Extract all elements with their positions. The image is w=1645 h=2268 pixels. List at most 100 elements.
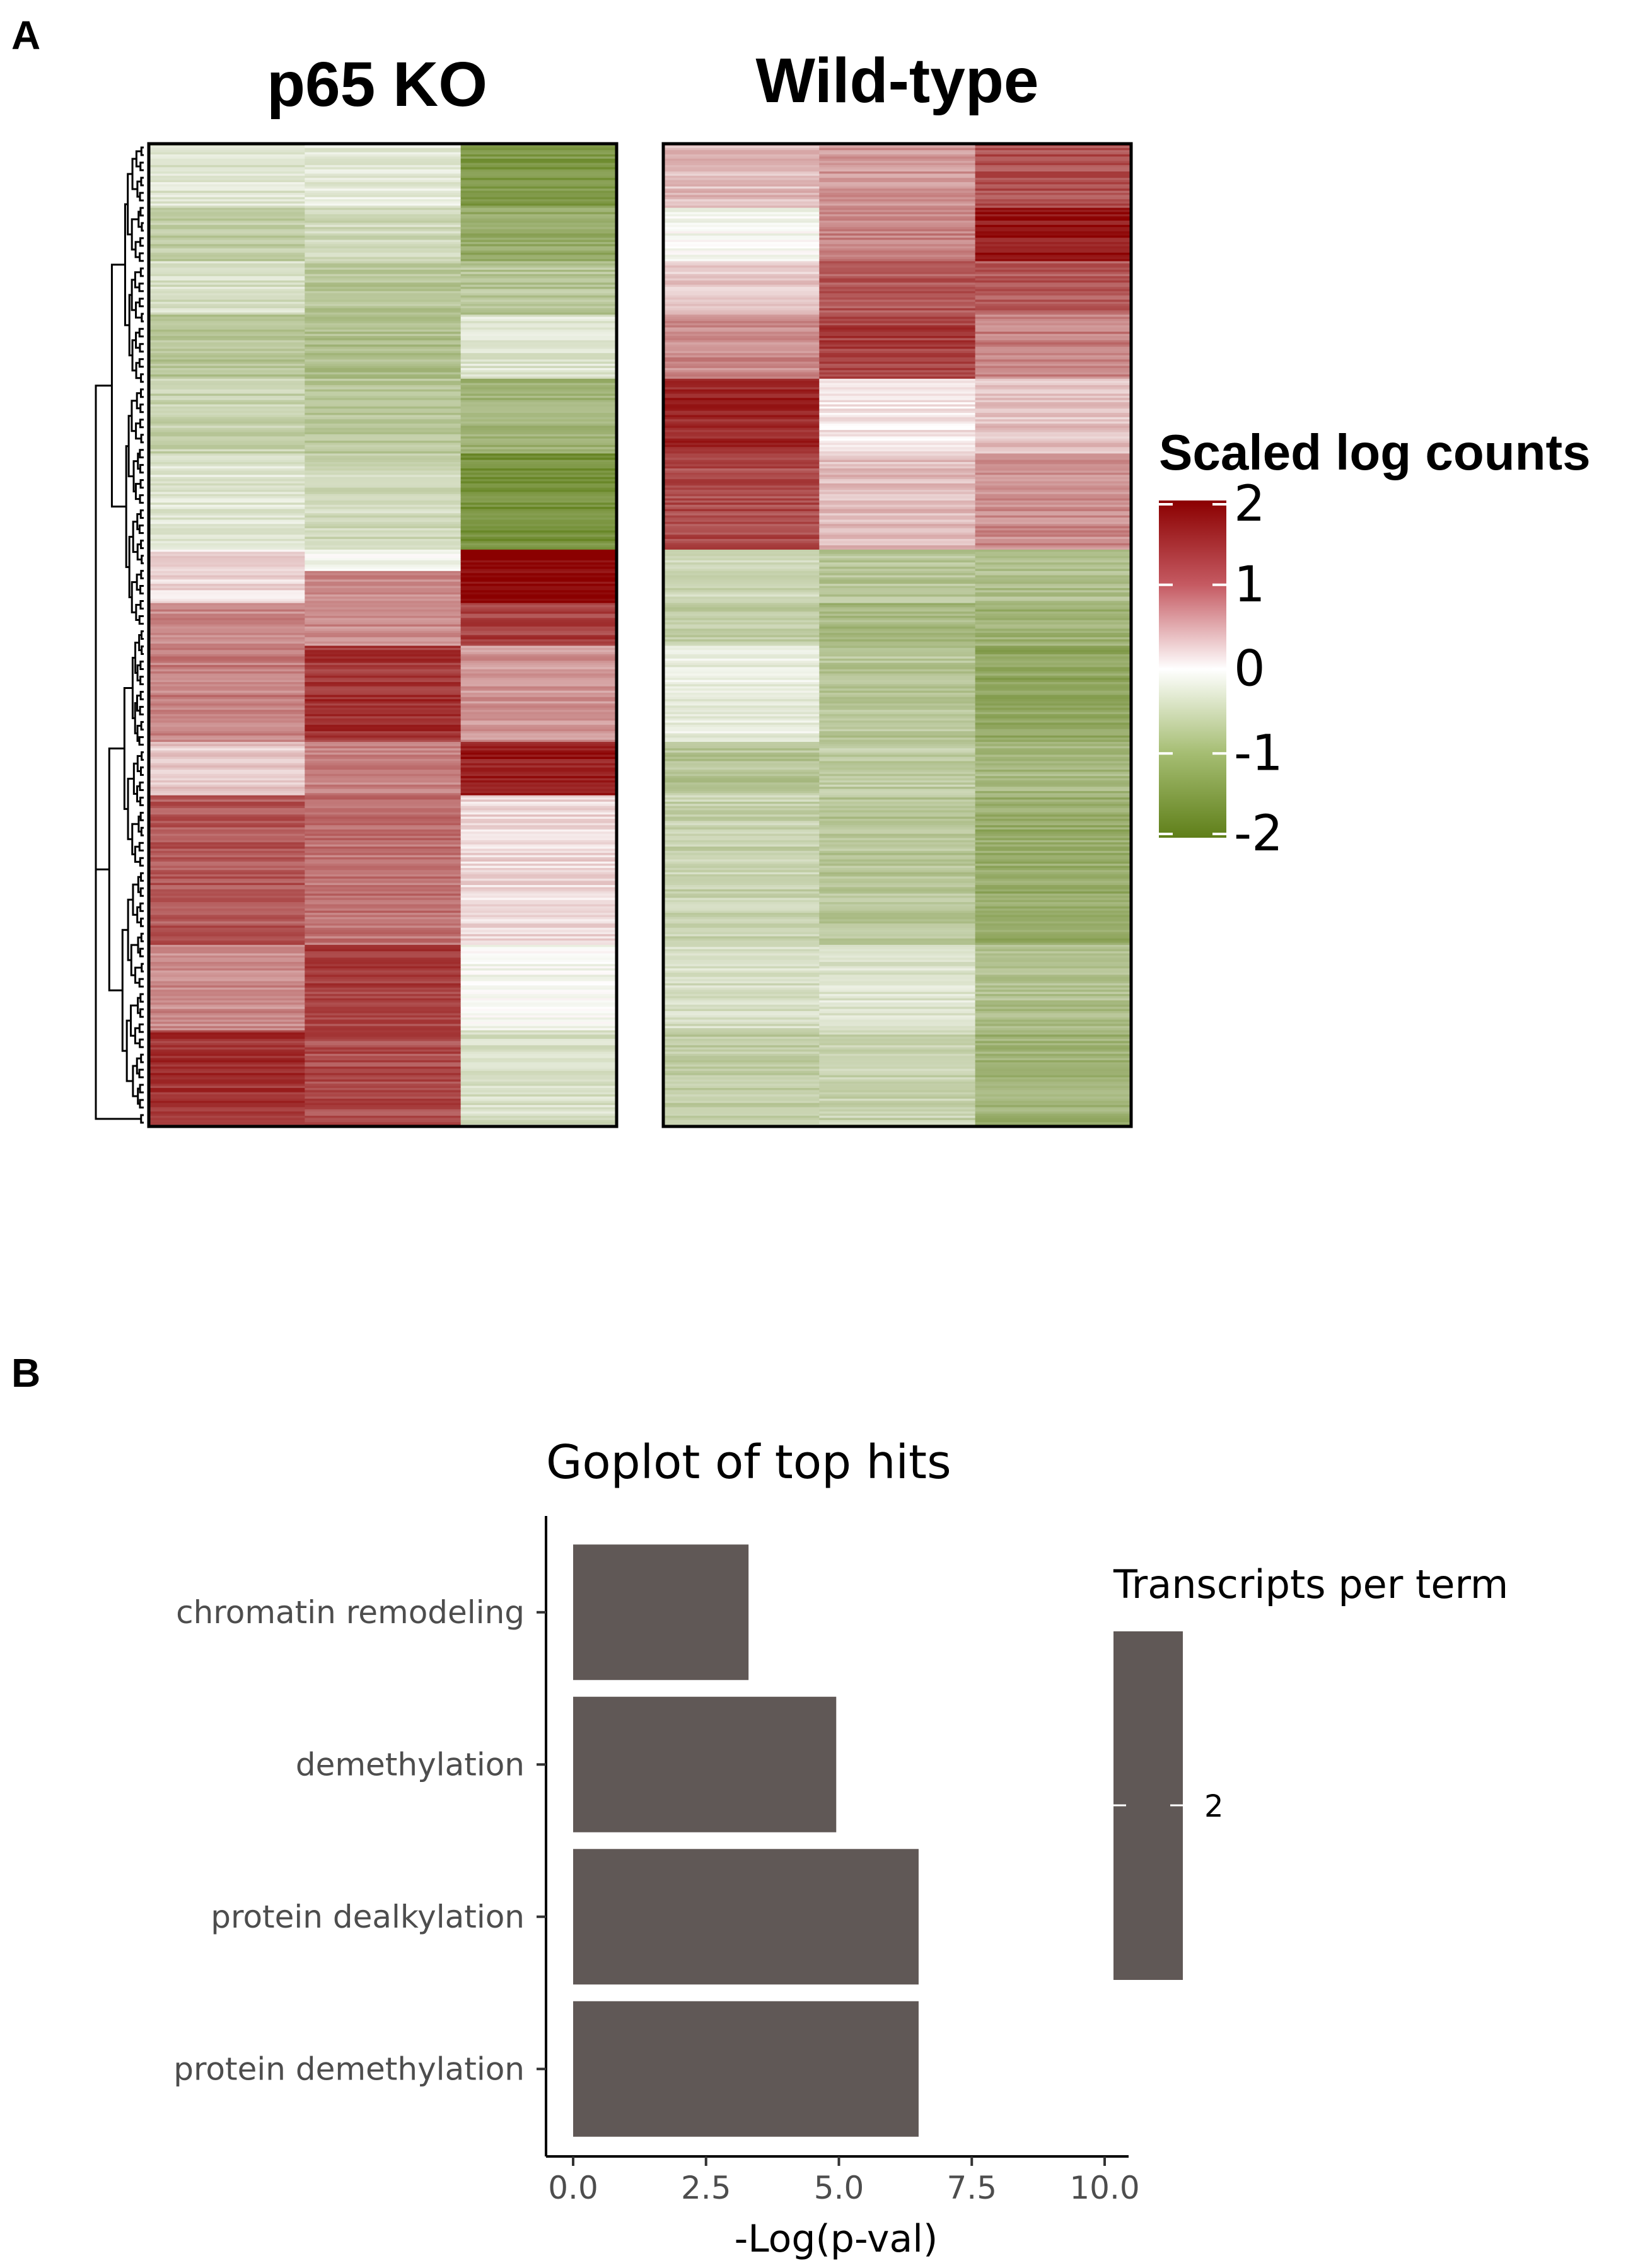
heatmap-cell — [305, 543, 462, 546]
heatmap-cell — [305, 942, 462, 946]
heatmap-cell — [149, 1101, 305, 1104]
heatmap-cell — [460, 690, 617, 693]
dendrogram-branch — [140, 872, 144, 882]
heatmap-cell — [975, 1085, 1132, 1089]
heatmap-cell — [663, 423, 820, 426]
heatmap-cell — [975, 173, 1132, 176]
heatmap-cell — [975, 1102, 1132, 1106]
heatmap-cell — [663, 342, 820, 345]
dendrogram-branch — [139, 1099, 144, 1109]
heatmap-cell — [819, 1118, 976, 1121]
heatmap-cell — [975, 987, 1132, 990]
heatmap-cell — [149, 421, 305, 424]
heatmap-cell — [149, 976, 305, 980]
heatmap-cell — [460, 992, 617, 995]
heatmap-cell — [663, 675, 820, 678]
heatmap-cell — [149, 1053, 305, 1056]
heatmap-cell — [149, 267, 305, 270]
heatmap-cell — [305, 850, 462, 853]
heatmap-cell — [975, 624, 1132, 627]
heatmap-cell — [819, 575, 976, 578]
heatmap-cell — [460, 678, 617, 681]
heatmap-cell — [663, 192, 820, 195]
heatmap-cell — [460, 770, 617, 773]
heatmap-cell — [663, 289, 820, 292]
heatmap-cell — [305, 244, 462, 247]
heatmap-cell — [819, 1105, 976, 1108]
heatmap-cell — [460, 163, 617, 166]
heatmap-cell — [975, 874, 1132, 877]
heatmap-cell — [460, 874, 617, 877]
heatmap-cell — [975, 490, 1132, 493]
heatmap-cell — [149, 485, 305, 489]
heatmap-cell — [819, 441, 976, 444]
heatmap-cell — [305, 175, 462, 178]
heatmap-cell — [460, 1085, 617, 1089]
heatmap-cell — [663, 893, 820, 896]
heatmap-cell — [305, 622, 462, 625]
heatmap-cell — [663, 293, 820, 296]
heatmap-cell — [975, 1092, 1132, 1095]
heatmap-cell — [663, 842, 820, 845]
heatmap-cell — [975, 906, 1132, 909]
heatmap-cell — [460, 500, 617, 503]
heatmap-cell — [663, 885, 820, 888]
heatmap-cell — [663, 427, 820, 431]
heatmap-cell — [460, 447, 617, 450]
heatmap-cell — [149, 425, 305, 429]
heatmap-cell — [460, 733, 617, 736]
heatmap-cell — [975, 908, 1132, 911]
heatmap-cell — [305, 673, 462, 676]
heatmap-cell — [460, 609, 617, 612]
heatmap-cell — [460, 575, 617, 578]
heatmap-cell — [305, 472, 462, 475]
heatmap-cell — [149, 972, 305, 975]
heatmap-cell — [305, 735, 462, 738]
heatmap-cell — [663, 451, 820, 454]
heatmap-cell — [305, 686, 462, 689]
heatmap-cell — [460, 731, 617, 734]
dendrogram-branch — [139, 796, 144, 806]
heatmap-cell — [975, 415, 1132, 418]
heatmap-cell — [663, 1039, 820, 1042]
heatmap-cell — [663, 720, 820, 724]
heatmap-cell — [663, 752, 820, 755]
heatmap-cell — [149, 500, 305, 503]
heatmap-cell — [460, 148, 617, 151]
heatmap-cell — [305, 838, 462, 841]
heatmap-cell — [663, 891, 820, 894]
heatmap-cell — [819, 622, 976, 625]
heatmap-cell — [975, 1047, 1132, 1050]
heatmap-cell — [975, 227, 1132, 230]
heatmap-cell — [305, 1067, 462, 1070]
heatmap-cell — [149, 321, 305, 324]
heatmap-cell — [819, 361, 976, 364]
heatmap-cell — [149, 865, 305, 869]
heatmap-cell — [819, 592, 976, 595]
heatmap-cell — [460, 278, 617, 281]
heatmap-cell — [460, 1017, 617, 1021]
heatmap-cell — [663, 750, 820, 753]
heatmap-cell — [975, 333, 1132, 337]
dendrogram-branch — [138, 978, 144, 988]
heatmap-cell — [460, 804, 617, 807]
heatmap-cell — [149, 413, 305, 416]
colorbar-tick-label: -1 — [1234, 725, 1283, 782]
heatmap-cell — [460, 1111, 617, 1114]
heatmap-cell — [305, 966, 462, 969]
heatmap-cell — [305, 1013, 462, 1016]
heatmap-cell — [663, 513, 820, 516]
heatmap-cell — [149, 466, 305, 469]
heatmap-cell — [663, 184, 820, 187]
heatmap-cell — [460, 904, 617, 907]
heatmap-cell — [460, 951, 617, 954]
heatmap-cell — [149, 479, 305, 482]
heatmap-cell — [819, 466, 976, 469]
heatmap-cell — [663, 669, 820, 672]
heatmap-cell — [149, 541, 305, 544]
dendrogram-branch — [131, 823, 139, 855]
heatmap-cell — [819, 278, 976, 281]
heatmap-cell — [819, 840, 976, 843]
heatmap-cell — [305, 705, 462, 709]
heatmap-cell — [460, 460, 617, 463]
